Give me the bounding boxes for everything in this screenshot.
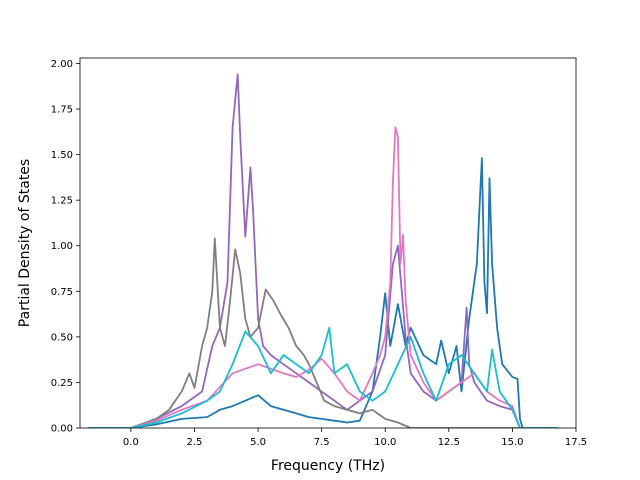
x-tick-label: 2.5 (187, 437, 203, 448)
y-tick-label: 0.00 (51, 424, 73, 435)
series-line-2 (87, 237, 559, 428)
y-axis-label: Partial Density of States (17, 159, 33, 327)
y-axis-ticks: 0.00 0.25 0.50 0.75 1.00 1.25 1.50 1.75 2.00 (51, 59, 80, 435)
x-tick-label: 7.5 (314, 437, 330, 448)
y-tick-label: 1.00 (51, 241, 73, 252)
series-line-0 (87, 157, 559, 428)
series-line-4 (87, 326, 559, 428)
y-tick-label: 1.50 (51, 150, 73, 161)
x-tick-label: 12.5 (438, 437, 460, 448)
y-tick-label: 1.25 (51, 196, 73, 207)
x-tick-label: 0.0 (123, 437, 139, 448)
y-tick-label: 0.75 (51, 287, 73, 298)
y-tick-label: 0.25 (51, 378, 73, 389)
x-tick-label: 17.5 (565, 437, 587, 448)
series-layer (87, 73, 559, 428)
x-axis-ticks: 0.0 2.5 5.0 7.5 10.0 12.5 15.0 17.5 (123, 428, 587, 448)
x-tick-label: 10.0 (374, 437, 396, 448)
x-axis-label: Frequency (THz) (271, 458, 385, 474)
series-line-1 (87, 73, 559, 428)
plot-frame (79, 57, 577, 429)
x-tick-label: 15.0 (501, 437, 523, 448)
y-tick-label: 0.50 (51, 332, 73, 343)
y-tick-label: 2.00 (51, 59, 73, 70)
series-line-3 (87, 126, 559, 428)
x-tick-label: 5.0 (250, 437, 266, 448)
y-tick-label: 1.75 (51, 105, 73, 116)
